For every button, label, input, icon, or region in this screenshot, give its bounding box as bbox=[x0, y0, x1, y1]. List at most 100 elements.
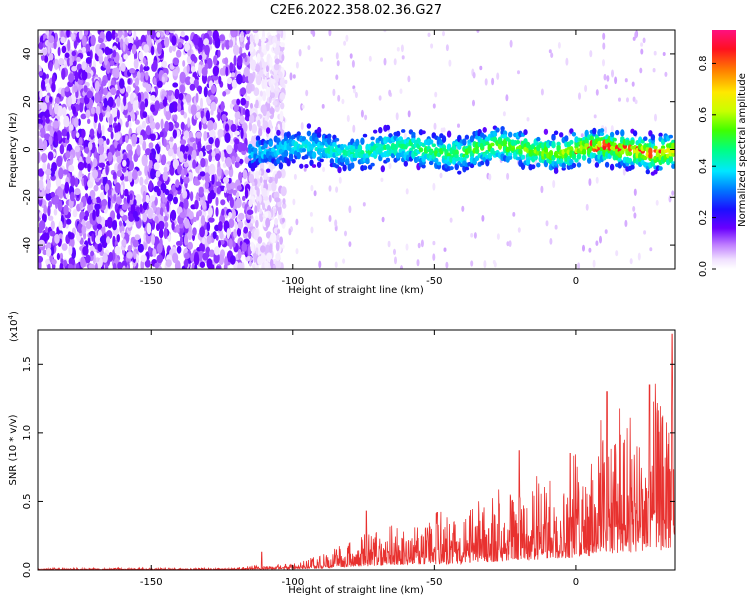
spectrogram-cell bbox=[196, 111, 201, 119]
spectrogram-cell bbox=[445, 261, 449, 269]
spectrogram-cell bbox=[240, 127, 244, 140]
spectrogram-cell bbox=[224, 57, 229, 65]
spectrogram-cell bbox=[206, 235, 212, 245]
spectrogram-cell bbox=[645, 169, 650, 175]
spectrogram-cell bbox=[603, 73, 607, 81]
spectrogram-cell bbox=[209, 94, 215, 101]
spectrogram-cell bbox=[227, 195, 233, 201]
spectrogram-cell bbox=[483, 260, 487, 269]
spectrogram-cell bbox=[111, 220, 118, 231]
spectrogram-x-tick-label: -100 bbox=[281, 276, 304, 287]
spectrogram-cell bbox=[229, 255, 236, 265]
spectrogram-cell bbox=[533, 156, 538, 160]
spectrogram-cell bbox=[548, 49, 552, 54]
spectrogram-cell bbox=[337, 94, 341, 102]
spectrogram-cell bbox=[145, 148, 152, 156]
spectrogram-cell bbox=[464, 153, 470, 159]
spectrogram-cell bbox=[151, 233, 155, 245]
spectrogram-cell bbox=[265, 217, 271, 228]
spectrogram-cell bbox=[172, 69, 179, 77]
spectrogram-cell bbox=[286, 159, 291, 167]
spectrogram-cell bbox=[97, 122, 102, 134]
spectrogram-cell bbox=[116, 233, 120, 243]
spectrogram-cell bbox=[531, 164, 536, 170]
spectrogram-cell bbox=[239, 115, 245, 125]
spectrogram-cell bbox=[470, 233, 474, 238]
spectrogram-cell bbox=[74, 177, 79, 188]
spectrogram-cell bbox=[493, 261, 497, 268]
spectrogram-cell bbox=[163, 138, 167, 148]
spectrogram-cell bbox=[155, 170, 161, 178]
spectrogram-cell bbox=[426, 145, 431, 150]
spectrogram-cell bbox=[63, 115, 70, 128]
spectrogram-cell bbox=[272, 264, 276, 269]
spectrogram-cell bbox=[233, 104, 239, 113]
spectrogram-cell bbox=[279, 110, 284, 123]
spectrogram-cell bbox=[407, 110, 411, 118]
spectrogram-cell bbox=[517, 227, 521, 233]
spectrogram-cell bbox=[454, 154, 459, 159]
spectrogram-cell bbox=[142, 57, 147, 64]
spectrogram-cell bbox=[120, 230, 125, 239]
spectrogram-cell bbox=[615, 129, 620, 136]
spectrogram-cell bbox=[176, 245, 182, 254]
spectrogram-cell bbox=[199, 242, 205, 253]
spectrogram-cell bbox=[47, 151, 54, 161]
spectrogram-cell bbox=[310, 226, 314, 234]
spectrogram-cell bbox=[63, 204, 69, 216]
spectrogram-ylabel: Frequency (Hz) bbox=[8, 112, 19, 188]
spectrogram-cell bbox=[259, 52, 264, 58]
spectrogram-cell bbox=[223, 263, 228, 269]
snr-x-tick-label: -150 bbox=[140, 577, 163, 588]
spectrogram-cell bbox=[231, 72, 236, 78]
spectrogram-cell bbox=[173, 114, 178, 122]
spectrogram-cell bbox=[72, 106, 76, 115]
spectrogram-cell bbox=[633, 212, 637, 219]
spectrogram-cell bbox=[92, 197, 97, 204]
figure-title: C2E6.2022.358.02.36.G27 bbox=[270, 3, 442, 18]
spectrogram-cell bbox=[262, 106, 267, 117]
spectrogram-y-tick-label: -20 bbox=[22, 189, 33, 205]
spectrogram-cell bbox=[452, 159, 457, 165]
spectrogram-cell bbox=[336, 60, 340, 67]
spectrogram-cell bbox=[235, 156, 240, 163]
spectrogram-cell bbox=[243, 66, 250, 79]
spectrogram-cell bbox=[46, 82, 51, 93]
spectrogram-cell bbox=[59, 233, 63, 239]
spectrogram-cell bbox=[132, 100, 139, 111]
spectrogram-cell bbox=[71, 247, 76, 260]
spectrogram-cell bbox=[249, 114, 255, 124]
spectrogram-cell bbox=[442, 30, 445, 37]
spectrogram-cell bbox=[226, 228, 230, 240]
spectrogram-cell bbox=[199, 171, 206, 177]
spectrogram-cell bbox=[540, 185, 544, 194]
spectrogram-cell bbox=[64, 86, 70, 92]
spectrogram-cell bbox=[213, 55, 218, 66]
spectrogram-cell bbox=[110, 87, 117, 96]
spectrogram-cell bbox=[120, 210, 124, 217]
spectrogram-cell bbox=[664, 71, 668, 77]
spectrogram-cell bbox=[211, 150, 216, 158]
spectrogram-cell bbox=[355, 138, 360, 147]
spectrogram-cell bbox=[295, 218, 299, 226]
spectrogram-cell bbox=[173, 142, 178, 155]
spectrogram-cell bbox=[241, 242, 248, 253]
spectrogram-cell bbox=[240, 87, 247, 96]
spectrogram-cell bbox=[222, 65, 226, 76]
spectrogram-cell bbox=[85, 254, 91, 264]
spectrogram-cell bbox=[278, 71, 283, 79]
spectrogram-cell bbox=[556, 141, 561, 147]
spectrogram-cell bbox=[464, 134, 470, 140]
spectrogram-cell bbox=[272, 42, 277, 49]
spectrogram-cell bbox=[266, 176, 270, 181]
snr-y-tick-label: 1.0 bbox=[22, 425, 33, 441]
spectrogram-cell bbox=[79, 101, 84, 113]
spectrogram-cell bbox=[87, 118, 91, 125]
spectrogram-cell bbox=[75, 132, 80, 139]
spectrogram-cell bbox=[184, 234, 189, 246]
spectrogram-cell bbox=[179, 139, 187, 145]
spectrogram-cell bbox=[169, 102, 175, 114]
spectrogram-cell bbox=[175, 224, 180, 233]
spectrogram-cell bbox=[67, 96, 73, 107]
spectrogram-cell bbox=[328, 215, 332, 222]
